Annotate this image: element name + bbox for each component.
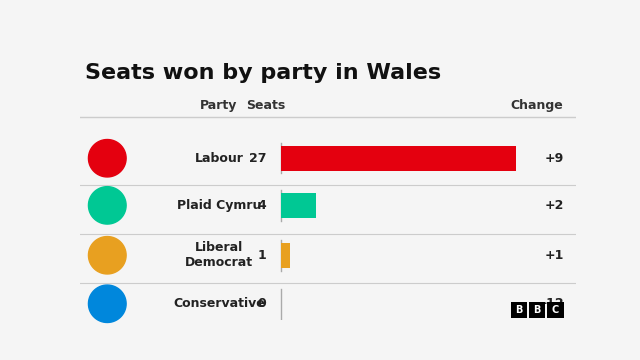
FancyBboxPatch shape	[281, 193, 316, 218]
Text: Party: Party	[200, 99, 237, 112]
FancyBboxPatch shape	[511, 302, 527, 318]
FancyBboxPatch shape	[281, 243, 290, 268]
Polygon shape	[88, 186, 126, 224]
Text: +2: +2	[544, 199, 564, 212]
FancyBboxPatch shape	[529, 302, 545, 318]
Text: Change: Change	[511, 99, 564, 112]
Text: +9: +9	[545, 152, 564, 165]
Text: Seats: Seats	[246, 99, 285, 112]
Text: Liberal
Democrat: Liberal Democrat	[185, 241, 253, 269]
Text: Labour: Labour	[195, 152, 243, 165]
Text: Conservative: Conservative	[173, 297, 265, 310]
Polygon shape	[88, 285, 126, 323]
Text: 0: 0	[257, 297, 266, 310]
Text: 1: 1	[257, 249, 266, 262]
Polygon shape	[88, 140, 126, 177]
Text: -12: -12	[541, 297, 564, 310]
Text: 27: 27	[248, 152, 266, 165]
Text: 4: 4	[257, 199, 266, 212]
FancyBboxPatch shape	[547, 302, 564, 318]
Text: Plaid Cymru: Plaid Cymru	[177, 199, 261, 212]
Text: B: B	[515, 305, 522, 315]
Text: +1: +1	[544, 249, 564, 262]
Text: Seats won by party in Wales: Seats won by party in Wales	[85, 63, 441, 82]
FancyBboxPatch shape	[281, 146, 516, 171]
Polygon shape	[88, 237, 126, 274]
Text: B: B	[533, 305, 541, 315]
Text: C: C	[552, 305, 559, 315]
